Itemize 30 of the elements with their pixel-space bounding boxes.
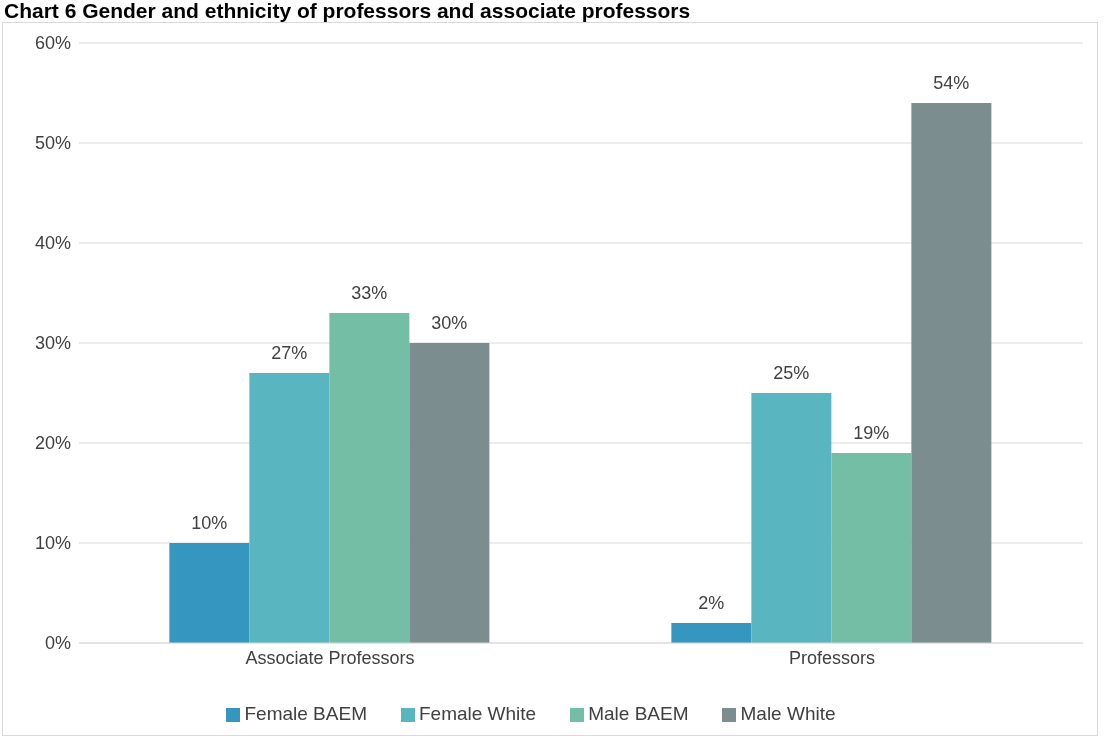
data-label: 19%	[853, 423, 890, 443]
y-tick-label: 0%	[44, 633, 71, 654]
data-label: 30%	[431, 313, 468, 333]
chart-title: Chart 6 Gender and ethnicity of professors and associate professors	[4, 0, 692, 22]
data-label: 54%	[933, 73, 970, 93]
x-tick-label: Professors	[788, 647, 876, 668]
bar	[169, 543, 250, 643]
data-label: 25%	[773, 363, 810, 383]
y-tick-label: 60%	[34, 33, 71, 54]
legend-label: Male BAEM	[588, 703, 689, 724]
y-tick-label: 40%	[34, 233, 71, 254]
y-tick-label: 20%	[34, 433, 71, 454]
legend-label: Male White	[740, 703, 836, 724]
y-tick-label: 50%	[34, 133, 71, 154]
bar	[751, 393, 832, 643]
y-tick-label: 10%	[34, 533, 71, 554]
data-label: 10%	[191, 513, 228, 533]
data-label: 27%	[271, 343, 308, 363]
bar	[329, 313, 410, 643]
legend-label: Female BAEM	[244, 703, 367, 724]
bar	[831, 453, 912, 643]
bar	[911, 103, 992, 643]
y-tick-label: 30%	[34, 333, 71, 354]
x-tick-label: Associate Professors	[245, 647, 415, 668]
data-label: 33%	[351, 283, 388, 303]
legend-label: Female White	[418, 703, 537, 724]
bar	[409, 343, 490, 643]
bar	[671, 623, 752, 643]
data-label: 2%	[698, 593, 725, 613]
bar	[249, 373, 330, 643]
